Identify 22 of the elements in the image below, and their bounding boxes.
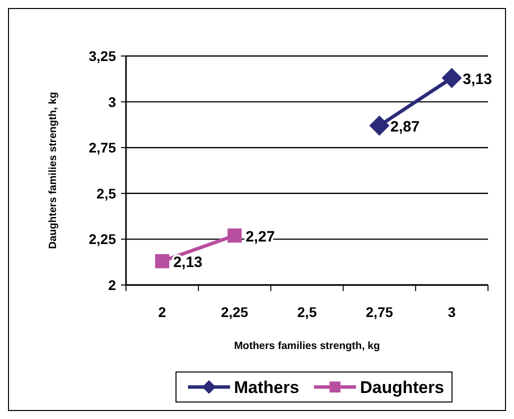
- point: [228, 228, 242, 243]
- y-tick-label: 2: [108, 277, 116, 293]
- y-tick-label: 2,25: [88, 231, 116, 248]
- y-tick-label: 3: [108, 94, 116, 110]
- x-axis-title: Mothers families strength, kg: [234, 340, 380, 352]
- data-label: 2,87: [390, 118, 420, 136]
- legend-label: Mathers: [234, 378, 300, 397]
- point: [369, 116, 390, 136]
- x-tick-label: 2,5: [297, 304, 317, 320]
- y-axis-title: Daughters families strength, kg: [47, 92, 59, 249]
- y-tick-label: 2,5: [96, 185, 116, 202]
- x-tick-label: 2,75: [366, 304, 394, 320]
- point: [442, 68, 462, 88]
- data-label: 2,13: [173, 254, 202, 272]
- data-label: 3,13: [462, 70, 492, 88]
- point: [155, 254, 170, 268]
- y-tick-label: 2,75: [88, 140, 116, 156]
- legend-label: Daughters: [360, 378, 444, 397]
- x-tick-label: 3: [448, 304, 456, 320]
- y-tick-label: 3,25: [88, 48, 116, 64]
- x-tick-label: 2,25: [220, 304, 248, 320]
- x-tick-label: 2: [158, 304, 166, 320]
